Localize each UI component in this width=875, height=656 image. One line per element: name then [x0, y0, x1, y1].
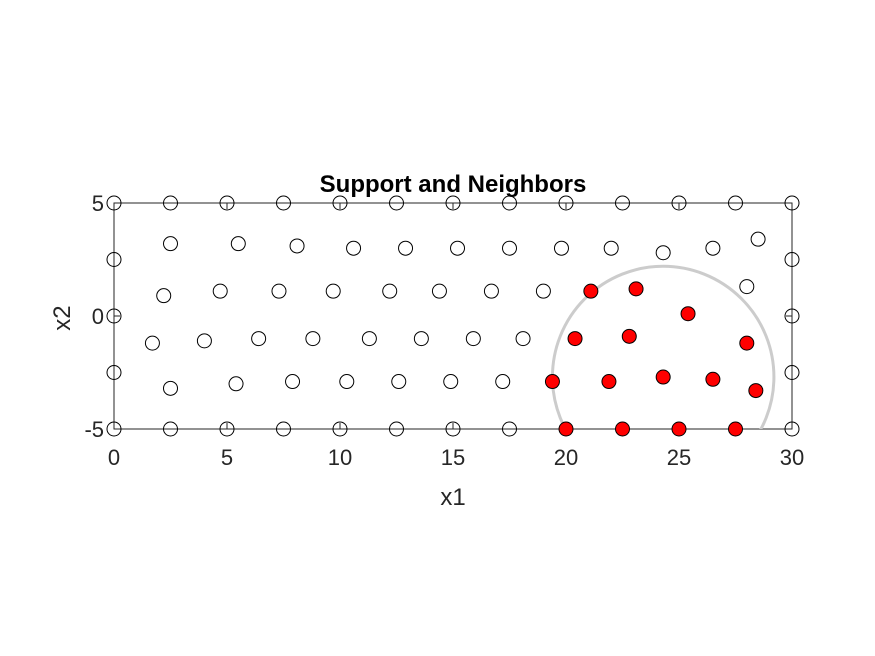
support-point: [784, 195, 800, 211]
support-point: [728, 195, 743, 211]
support-point: [156, 288, 172, 304]
support-point: [784, 421, 800, 437]
support-point: [389, 421, 404, 437]
y-axis-label: x2: [49, 305, 76, 330]
support-point: [445, 195, 461, 211]
support-point: [361, 331, 377, 347]
neighbor-point: [601, 374, 617, 390]
support-point: [445, 421, 461, 437]
support-point: [483, 283, 499, 299]
neighbor-point: [671, 421, 687, 437]
support-point: [443, 374, 459, 390]
support-point: [465, 331, 481, 347]
support-point: [106, 252, 122, 267]
support-point: [305, 331, 321, 347]
neighbor-point: [680, 306, 696, 322]
data-points: [106, 195, 800, 437]
support-point: [289, 238, 305, 254]
y-tick-label: -5: [84, 417, 104, 442]
support-point: [325, 283, 341, 299]
x-tick-label: 0: [108, 445, 120, 470]
support-point: [502, 240, 517, 256]
support-point: [603, 240, 619, 256]
support-point: [212, 283, 228, 299]
support-point: [196, 333, 212, 349]
support-point: [784, 308, 800, 324]
support-point: [655, 245, 671, 261]
support-point: [219, 195, 235, 211]
support-point: [750, 231, 766, 247]
neighbor-point: [544, 374, 560, 390]
support-point: [502, 195, 517, 211]
support-point: [219, 421, 235, 437]
support-point: [382, 283, 398, 299]
neighbor-point: [739, 335, 755, 351]
support-point: [106, 421, 122, 437]
support-point: [332, 195, 348, 211]
support-point: [413, 331, 429, 347]
support-point: [705, 240, 721, 256]
support-point: [450, 240, 466, 256]
support-point: [515, 331, 531, 347]
support-point: [228, 376, 244, 392]
neighbor-point: [558, 421, 574, 437]
support-point: [558, 195, 574, 211]
support-point: [339, 374, 355, 390]
support-point: [671, 195, 687, 211]
support-point: [332, 421, 348, 437]
neighbor-point: [615, 421, 630, 437]
support-point: [502, 421, 517, 437]
support-point: [276, 421, 291, 437]
neighbor-point: [705, 371, 721, 387]
support-point: [346, 240, 362, 256]
x-axis-label: x1: [440, 484, 465, 511]
x-tick-label: 30: [780, 445, 804, 470]
support-point: [739, 279, 755, 295]
support-point: [106, 308, 122, 324]
support-point: [230, 236, 246, 252]
chart-title: Support and Neighbors: [320, 171, 587, 198]
support-point: [495, 374, 511, 390]
support-point: [276, 195, 291, 211]
support-point: [251, 331, 267, 347]
support-point: [615, 195, 630, 211]
support-point: [106, 365, 122, 380]
support-point: [553, 240, 569, 256]
neighbor-point: [567, 331, 583, 347]
neighbor-point: [628, 281, 644, 297]
neighbor-point: [655, 369, 671, 385]
support-point: [163, 380, 178, 396]
support-point: [106, 195, 122, 211]
x-tick-label: 15: [441, 445, 465, 470]
support-point: [784, 365, 800, 380]
neighbor-point: [748, 383, 764, 399]
support-point: [389, 195, 404, 211]
support-point: [391, 374, 407, 390]
support-point: [535, 283, 551, 299]
support-point: [144, 335, 160, 351]
neighbor-point: [621, 328, 637, 344]
support-point: [431, 283, 447, 299]
support-point: [398, 240, 414, 256]
neighbor-point: [728, 421, 743, 437]
support-point: [784, 252, 800, 267]
axis-ticks: 0 5 10 15 20 25 30-505: [84, 191, 804, 470]
support-point: [285, 374, 301, 390]
support-point: [163, 421, 178, 437]
support-point: [163, 195, 178, 211]
x-tick-label: 25: [667, 445, 691, 470]
neighbor-point: [583, 283, 599, 299]
x-tick-label: 5: [221, 445, 233, 470]
x-tick-label: 10: [328, 445, 352, 470]
y-tick-label: 0: [92, 304, 104, 329]
support-point: [271, 283, 287, 299]
y-tick-label: 5: [92, 191, 104, 216]
x-tick-label: 20: [554, 445, 578, 470]
support-point: [163, 236, 178, 252]
